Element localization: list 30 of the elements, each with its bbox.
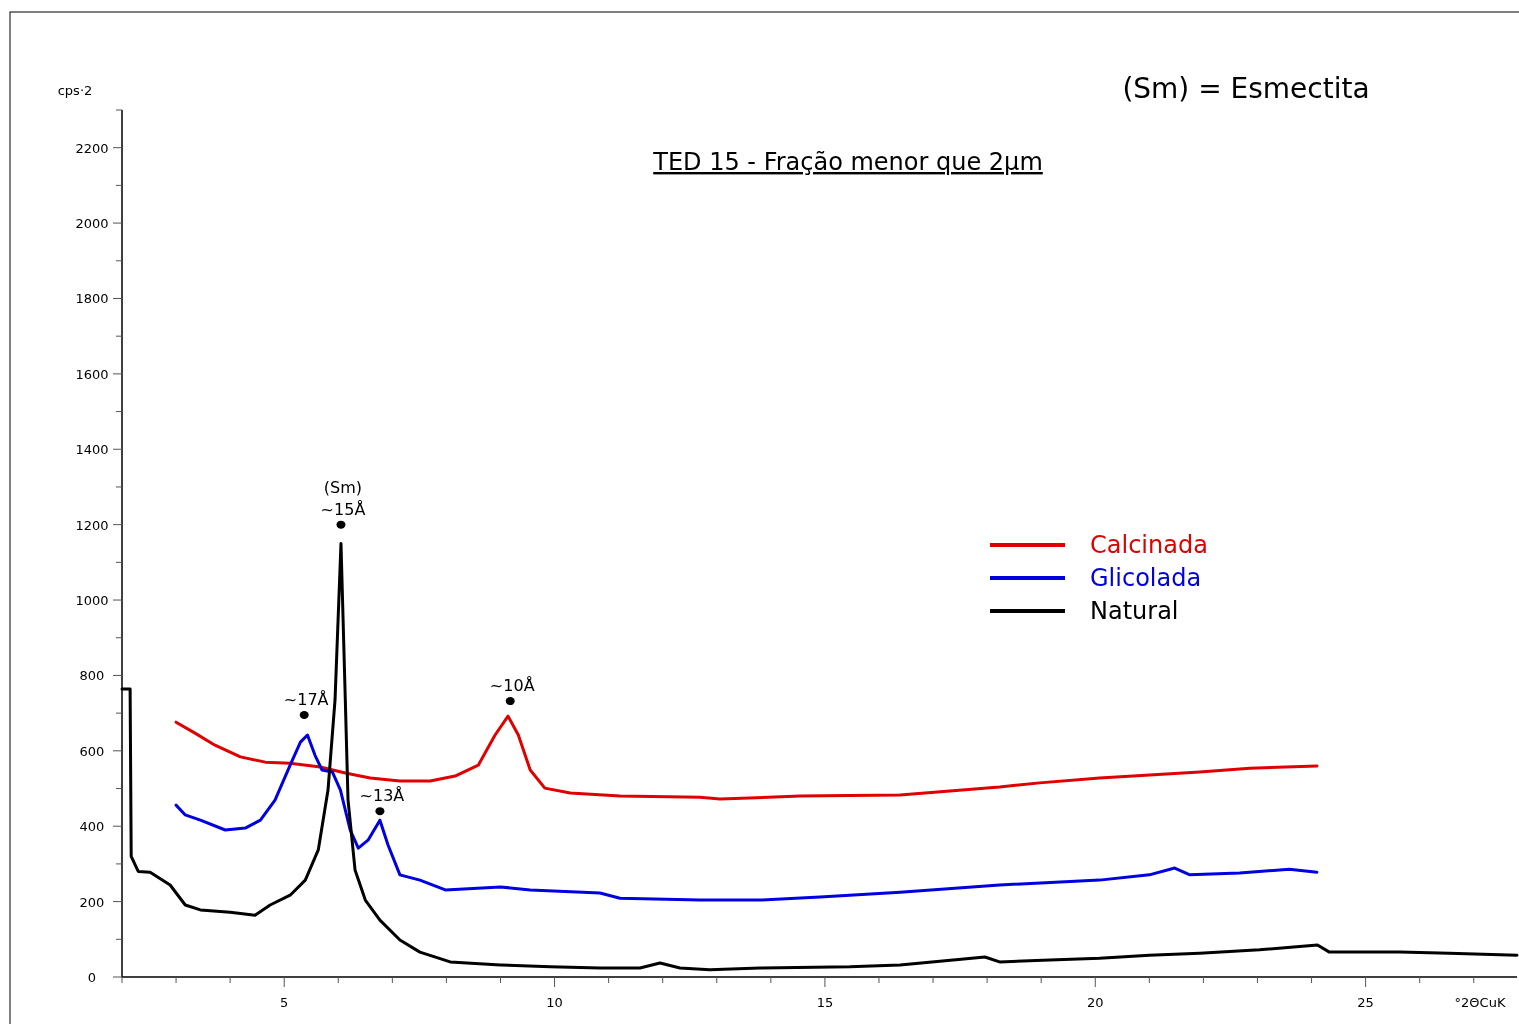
y-tick-label: 2000 <box>75 216 109 232</box>
y-tick-label: 2200 <box>75 140 109 156</box>
x-tick-label: 15 <box>816 995 834 1010</box>
text: TED 15 - Fração menor que 2μm <box>652 148 1043 176</box>
y-tick-label: 800 <box>79 668 105 684</box>
y-tick-label: 200 <box>79 894 105 910</box>
y-tick-label: 0 <box>87 970 97 985</box>
annotation: ~17Å <box>283 690 329 710</box>
y-tick-label: 1600 <box>75 366 109 382</box>
x-tick-label: 5 <box>280 995 289 1010</box>
y-tick-label: 400 <box>79 819 105 835</box>
x-axis-title: °2ΘCuK <box>1454 995 1506 1010</box>
y-axis-title: cps·2 <box>57 83 93 98</box>
y-tick-label: 1800 <box>75 291 109 307</box>
y-tick-label: 1000 <box>75 593 109 609</box>
legend-label: Natural <box>1090 597 1179 625</box>
x-tick-label: 20 <box>1086 995 1104 1010</box>
line-series <box>174 714 1319 801</box>
y-tick-label: 1200 <box>75 517 109 533</box>
annotation: ~10Å <box>489 676 535 696</box>
legend-label: Glicolada <box>1090 564 1202 592</box>
annotation: ~13Å <box>359 786 405 806</box>
x-tick-label: 10 <box>546 995 563 1010</box>
y-tick-label: 600 <box>79 743 105 759</box>
y-tick-label: 1400 <box>75 442 109 458</box>
text: (Sm) = Esmectita <box>1122 72 1370 105</box>
line-series <box>174 733 1319 902</box>
annotation: (Sm) ~15Å <box>320 477 366 519</box>
legend-label: Calcinada <box>1090 531 1208 559</box>
x-tick-label: 25 <box>1357 995 1374 1010</box>
